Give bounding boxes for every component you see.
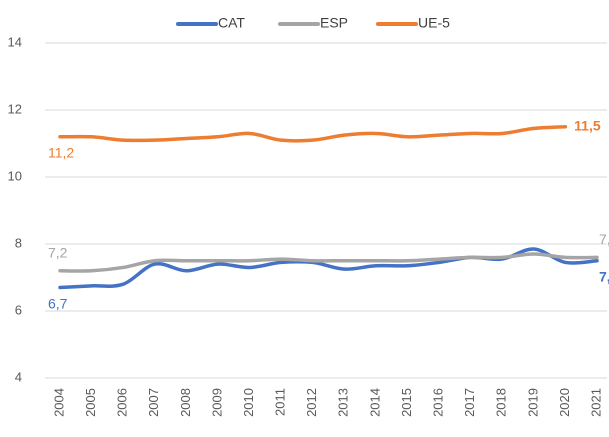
x-tick-label: 2010 <box>241 388 256 417</box>
x-tick-label: 2012 <box>304 388 319 417</box>
x-tick-label: 2014 <box>367 388 382 417</box>
x-tick-label: 2009 <box>209 388 224 417</box>
x-tick-label: 2008 <box>178 388 193 417</box>
x-tick-label: 2007 <box>146 388 161 417</box>
series-line <box>58 125 568 143</box>
x-tick-label: 2016 <box>430 388 445 417</box>
legend-label: ESP <box>320 15 348 31</box>
y-tick-label: 10 <box>8 168 22 183</box>
x-tick-label: 2015 <box>399 388 414 417</box>
x-tick-label: 2017 <box>462 388 477 417</box>
y-tick-label: 6 <box>15 302 22 317</box>
x-tick-label: 2019 <box>525 388 540 417</box>
x-tick-label: 2011 <box>273 388 288 416</box>
y-tick-label: 14 <box>8 34 22 49</box>
y-tick-label: 8 <box>15 235 22 250</box>
y-tick-label: 12 <box>8 101 22 116</box>
x-tick-label: 2006 <box>115 388 130 417</box>
y-tick-label: 4 <box>15 369 22 384</box>
series-line <box>58 252 599 273</box>
x-tick-label: 2005 <box>83 388 98 417</box>
legend-label: UE-5 <box>418 15 450 31</box>
data-label: 7,5 <box>599 268 609 284</box>
data-label: 7,6 <box>599 231 609 247</box>
data-label: 6,7 <box>48 295 68 311</box>
x-tick-label: 2020 <box>557 388 572 417</box>
x-tick-label: 2018 <box>494 388 509 417</box>
data-label: 7,2 <box>48 245 68 261</box>
data-label: 11,5 <box>574 117 601 133</box>
data-label: 11,2 <box>48 145 74 161</box>
x-tick-label: 2013 <box>336 388 351 417</box>
x-tick-label: 2021 <box>588 388 603 417</box>
x-tick-label: 2004 <box>51 388 66 417</box>
legend-label: CAT <box>218 15 245 31</box>
